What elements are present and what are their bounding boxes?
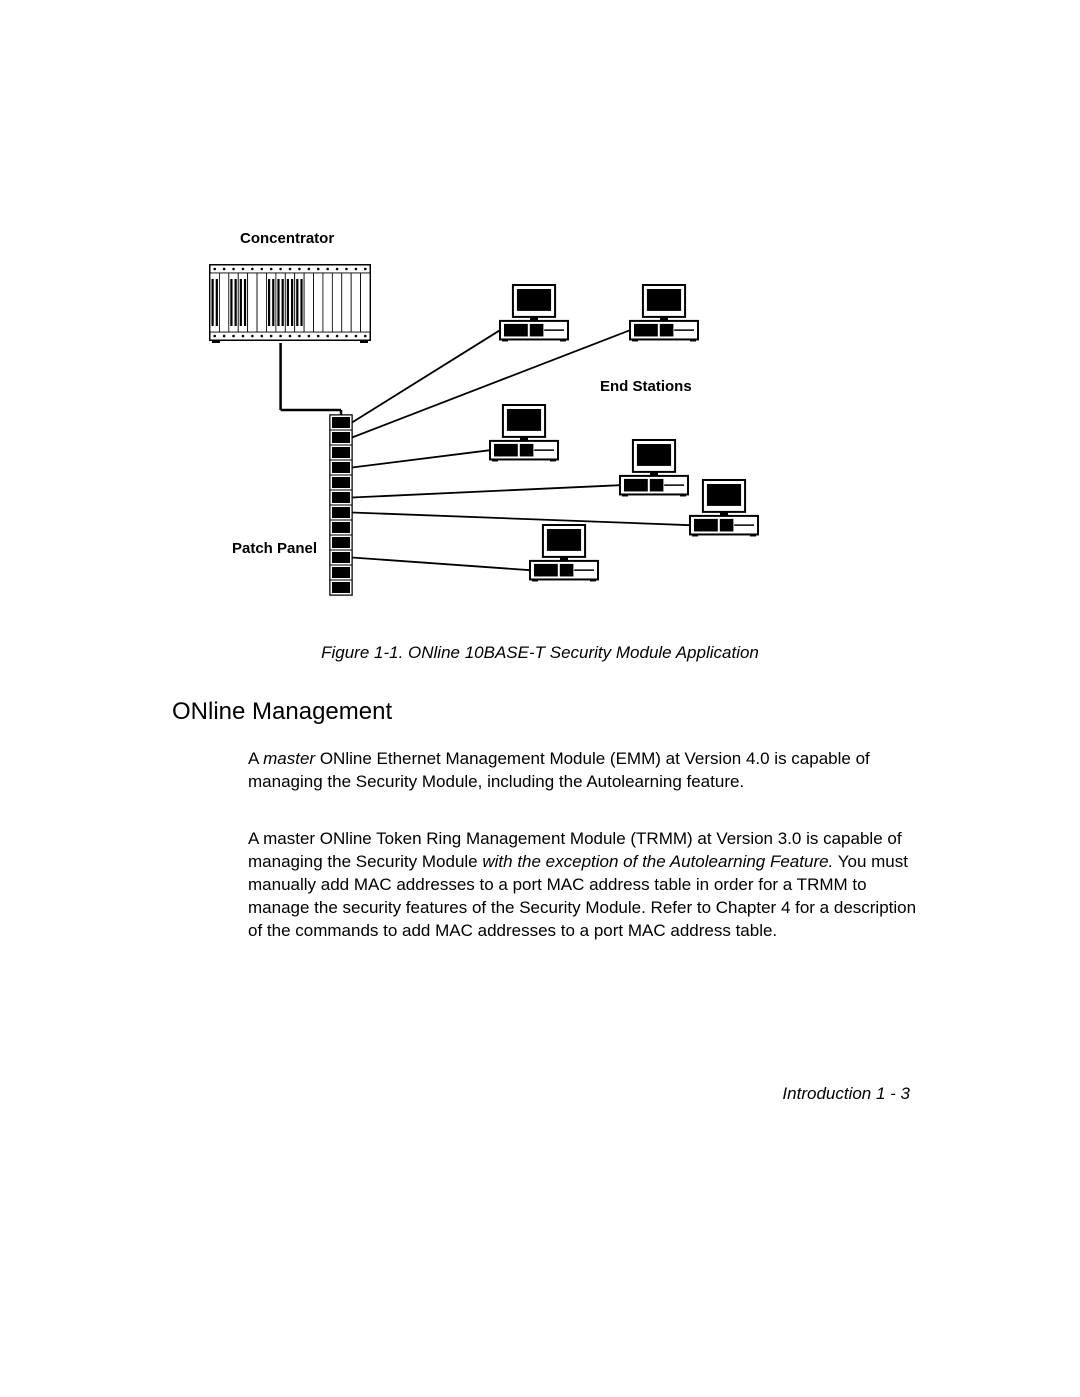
p2-italic: with the exception of the Autolearning F… (482, 852, 833, 871)
label-patch-panel: Patch Panel (232, 540, 317, 557)
paragraph-2: A master ONline Token Ring Management Mo… (248, 828, 918, 943)
label-concentrator: Concentrator (240, 230, 334, 247)
label-end-stations: End Stations (600, 378, 692, 395)
page-footer: Introduction 1 - 3 (782, 1084, 910, 1104)
p1-italic: master (263, 749, 315, 768)
section-heading: ONline Management (172, 698, 392, 726)
page: Concentrator End Stations Patch Panel Fi… (0, 0, 1080, 1397)
network-diagram: Concentrator End Stations Patch Panel (180, 230, 900, 630)
figure-caption: Figure 1-1. ONline 10BASE-T Security Mod… (0, 643, 1080, 663)
p1-text-a: A (248, 749, 263, 768)
paragraph-1: A master ONline Ethernet Management Modu… (248, 748, 918, 794)
diagram-svg (180, 230, 900, 630)
p1-text-b: ONline Ethernet Management Module (EMM) … (248, 749, 870, 791)
